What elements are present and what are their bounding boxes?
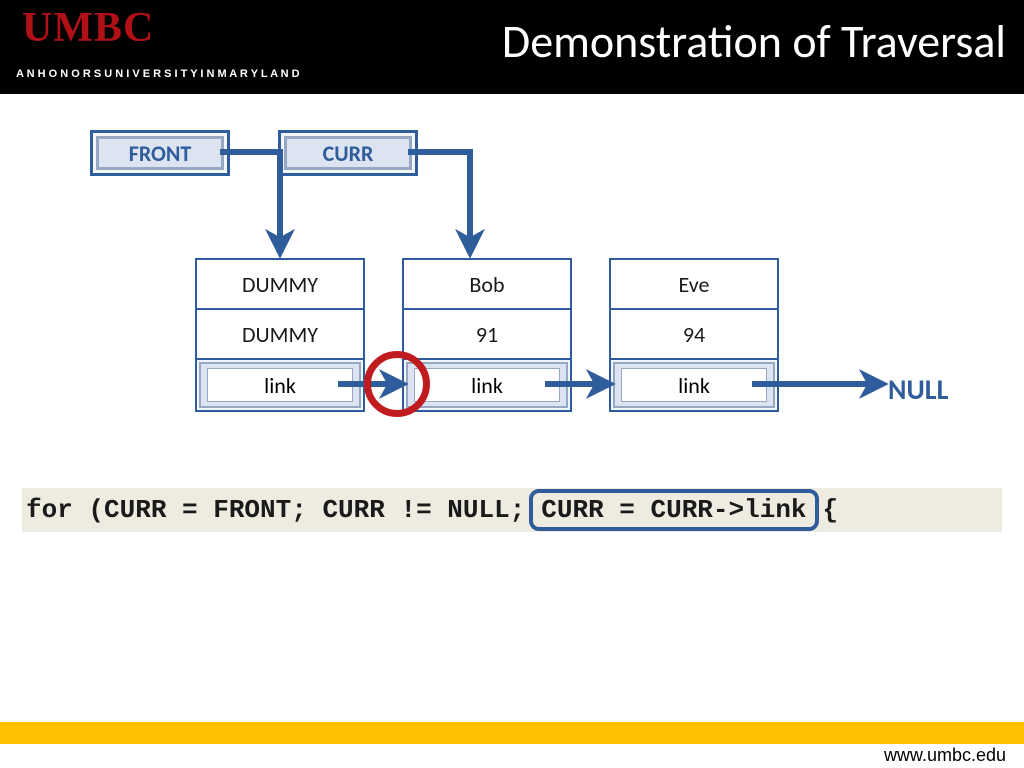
node-2: Eve 94 link <box>609 258 779 412</box>
node-0-value: DUMMY <box>197 310 363 360</box>
pointer-front-label: FRONT <box>129 140 192 167</box>
logo: UMBC <box>22 4 154 52</box>
highlight-ring <box>364 351 430 417</box>
node-0-link: link <box>197 360 363 410</box>
code-post: { <box>823 495 839 525</box>
node-0: DUMMY DUMMY link <box>195 258 365 412</box>
null-label: NULL <box>888 372 948 407</box>
node-1-link-label: link <box>471 372 503 399</box>
footer-bar <box>0 722 1024 744</box>
node-0-link-label: link <box>264 372 296 399</box>
node-2-link: link <box>611 360 777 410</box>
node-0-name: DUMMY <box>197 260 363 310</box>
page-title: Demonstration of Traversal <box>502 14 1006 70</box>
pointer-curr-label: CURR <box>323 140 374 167</box>
node-1-value: 91 <box>404 310 570 360</box>
node-2-link-label: link <box>678 372 710 399</box>
pointer-curr-box: CURR <box>278 130 418 176</box>
node-2-value: 94 <box>611 310 777 360</box>
node-2-name: Eve <box>611 260 777 310</box>
pointer-front-box: FRONT <box>90 130 230 176</box>
slide: UMBC A N H O N O R S U N I V E R S I T Y… <box>0 0 1024 768</box>
node-1-name: Bob <box>404 260 570 310</box>
logo-tagline: A N H O N O R S U N I V E R S I T Y I N … <box>16 68 300 80</box>
code-pre: for (CURR = FRONT; CURR != NULL; <box>26 495 525 525</box>
code-strip: for (CURR = FRONT; CURR != NULL; CURR = … <box>22 488 1002 532</box>
footer-url: www.umbc.edu <box>884 745 1006 766</box>
code-highlight: CURR = CURR->link <box>529 489 818 531</box>
